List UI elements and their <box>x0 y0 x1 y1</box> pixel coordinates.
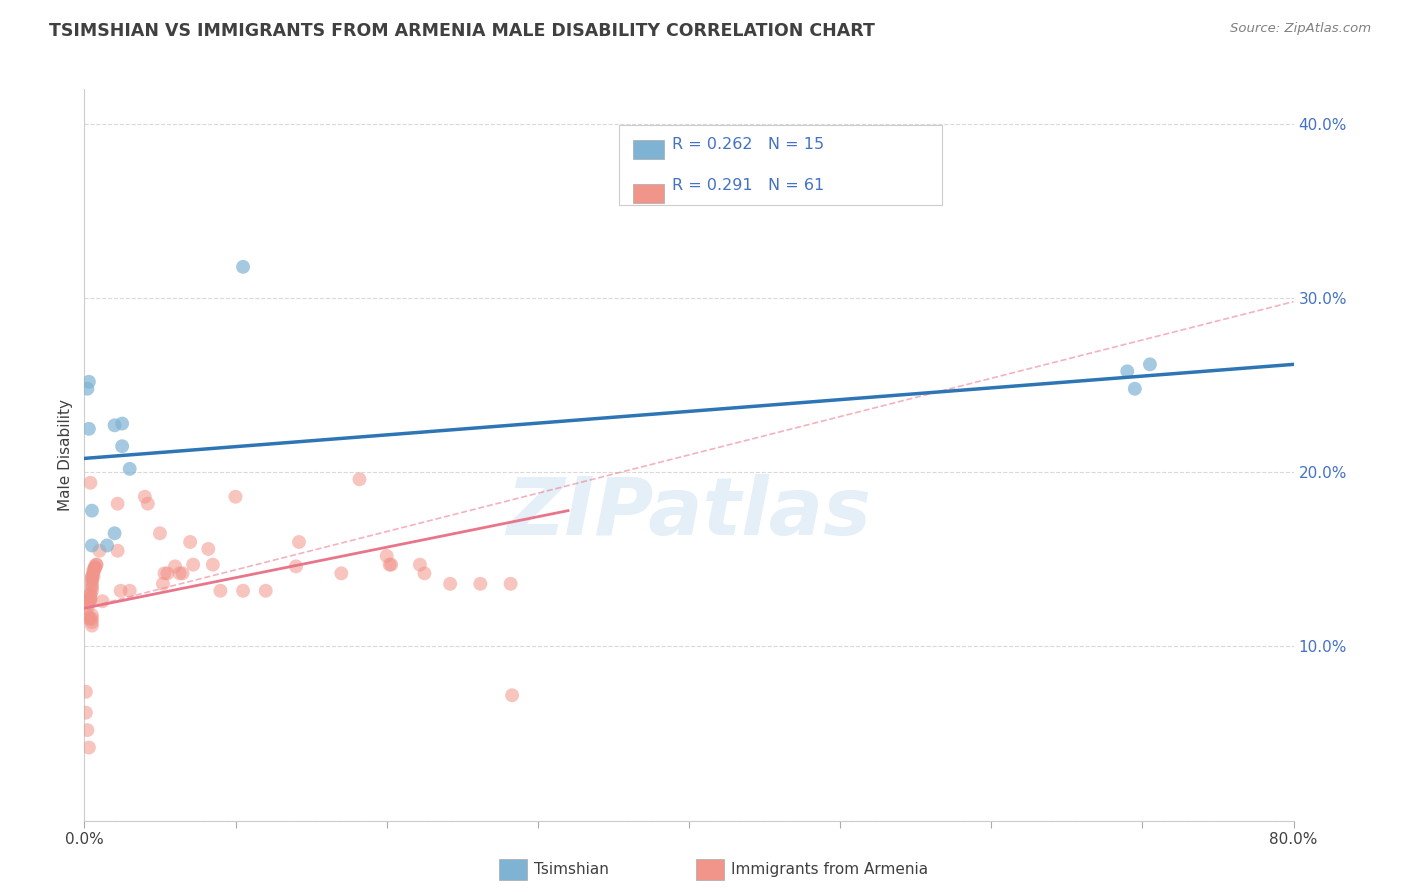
Point <box>499 576 522 591</box>
Point <box>76 608 98 623</box>
Point <box>209 583 232 598</box>
Point <box>80 503 103 517</box>
Point <box>75 685 97 699</box>
Point <box>80 578 103 592</box>
Point <box>349 472 371 486</box>
Point <box>330 566 353 581</box>
Point <box>225 490 247 504</box>
Point <box>172 566 194 581</box>
Text: R = 0.262   N = 15: R = 0.262 N = 15 <box>672 137 824 153</box>
Point <box>501 688 523 702</box>
Point <box>232 260 254 274</box>
Point <box>79 475 101 490</box>
Point <box>79 591 101 605</box>
Point <box>179 535 201 549</box>
Point <box>80 583 103 598</box>
Point <box>77 596 100 610</box>
Point <box>152 576 174 591</box>
Point <box>165 559 187 574</box>
Point <box>134 490 156 504</box>
Text: R = 0.291   N = 61: R = 0.291 N = 61 <box>672 178 824 193</box>
Text: TSIMSHIAN VS IMMIGRANTS FROM ARMENIA MALE DISABILITY CORRELATION CHART: TSIMSHIAN VS IMMIGRANTS FROM ARMENIA MAL… <box>49 22 875 40</box>
Point <box>80 539 103 553</box>
Point <box>84 561 107 575</box>
Point <box>80 615 103 629</box>
Point <box>82 570 104 584</box>
Point <box>80 612 103 626</box>
Point <box>96 539 118 553</box>
Text: ZIPatlas: ZIPatlas <box>506 475 872 552</box>
Point <box>77 375 100 389</box>
Point <box>156 566 179 581</box>
Point <box>86 558 108 572</box>
Point <box>197 541 219 556</box>
Text: Source: ZipAtlas.com: Source: ZipAtlas.com <box>1230 22 1371 36</box>
Point <box>86 558 108 572</box>
Point <box>79 587 101 601</box>
Point <box>1139 357 1161 371</box>
Point <box>80 570 103 584</box>
Point <box>285 559 308 574</box>
Point <box>82 563 104 577</box>
Point <box>413 566 436 581</box>
Point <box>107 497 129 511</box>
Point <box>76 601 98 615</box>
Point <box>75 706 97 720</box>
Point <box>201 558 224 572</box>
Point <box>80 608 103 623</box>
Point <box>1123 382 1146 396</box>
Point <box>136 497 159 511</box>
Point <box>107 543 129 558</box>
Text: Tsimshian: Tsimshian <box>534 863 609 877</box>
Point <box>153 566 176 581</box>
Point <box>380 558 402 572</box>
Point <box>76 382 98 396</box>
Point <box>378 558 401 572</box>
Y-axis label: Male Disability: Male Disability <box>58 399 73 511</box>
Point <box>77 740 100 755</box>
Point <box>89 543 111 558</box>
Point <box>110 583 132 598</box>
Point <box>77 594 100 608</box>
Point <box>77 612 100 626</box>
Point <box>409 558 432 572</box>
Point <box>82 565 104 579</box>
Point <box>82 566 104 581</box>
Point <box>169 566 191 581</box>
Point <box>111 439 134 453</box>
Point <box>79 612 101 626</box>
Point <box>232 583 254 598</box>
Point <box>80 580 103 594</box>
Point <box>80 618 103 632</box>
Point <box>181 558 204 572</box>
Point <box>375 549 398 563</box>
Point <box>149 526 172 541</box>
Point <box>79 592 101 607</box>
Point <box>470 576 492 591</box>
Point <box>80 570 103 584</box>
Point <box>84 559 107 574</box>
Point <box>1116 364 1139 378</box>
Point <box>84 561 107 575</box>
Point <box>80 575 103 590</box>
Point <box>111 417 134 431</box>
Point <box>79 592 101 607</box>
Point <box>77 422 100 436</box>
Point <box>118 462 141 476</box>
Point <box>91 594 114 608</box>
Point <box>79 587 101 601</box>
Point <box>439 576 461 591</box>
Point <box>254 583 277 598</box>
Point <box>118 583 141 598</box>
Point <box>80 574 103 588</box>
Point <box>104 526 127 541</box>
Point <box>76 723 98 737</box>
Point <box>288 535 311 549</box>
Text: Immigrants from Armenia: Immigrants from Armenia <box>731 863 928 877</box>
Point <box>104 418 127 433</box>
